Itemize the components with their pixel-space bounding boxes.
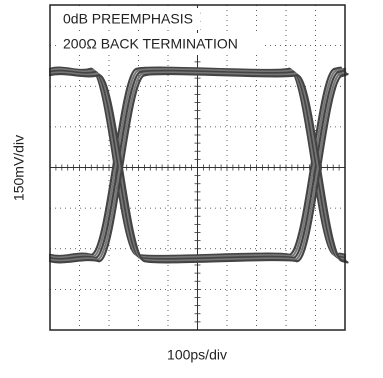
annotation: 200Ω BACK TERMINATION [63, 36, 238, 52]
annotation: 0dB PREEMPHASIS [63, 11, 193, 27]
page: {"annotations": ["0dB PREEMPHASIS", "200… [0, 0, 383, 373]
x-axis-label: 100ps/div [167, 347, 227, 363]
eye-pattern [50, 68, 348, 263]
y-axis-label: 150mV/div [11, 135, 27, 201]
scope-figure: 0dB PREEMPHASIS 200Ω BACK TERMINATION 15… [0, 0, 383, 373]
